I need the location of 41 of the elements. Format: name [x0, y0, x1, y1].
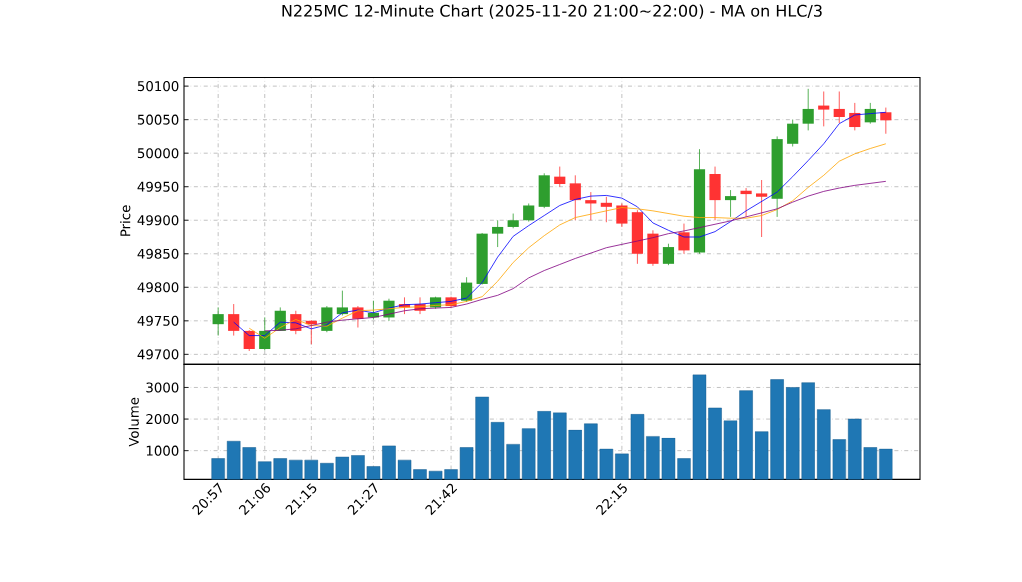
candlestick [787, 119, 799, 147]
bar [863, 447, 878, 480]
candlestick [802, 88, 814, 131]
candlestick [724, 189, 737, 218]
y-tick-label: 50100 [137, 80, 179, 91]
candlestick [756, 179, 768, 238]
bar [257, 461, 272, 480]
bar [459, 447, 474, 480]
bar [226, 440, 241, 480]
candlestick [833, 90, 845, 124]
y-tick-label: 49700 [137, 349, 179, 360]
chart-title: N225MC 12-Minute Chart (2025-11-20 21:00~22:00) - MA on HLC/3 [282, 4, 822, 19]
bar [661, 437, 676, 480]
candlestick [600, 196, 612, 223]
y-tick-label: 49800 [137, 282, 179, 293]
y-tick-label: 50000 [137, 147, 179, 159]
candlestick [212, 306, 224, 336]
candlestick [523, 202, 535, 222]
y-tick-label: 49850 [137, 248, 179, 259]
candlestick [492, 219, 504, 248]
candlestick [569, 174, 581, 221]
y-tick-label: 49950 [137, 181, 179, 192]
y-tick-label: 49750 [137, 315, 179, 326]
candlestick [662, 243, 675, 266]
y-tick-label: 3000 [146, 382, 179, 393]
y-axis-title: Volume [128, 397, 139, 447]
candlestick [678, 222, 690, 254]
candlestick [818, 90, 830, 127]
y-tick-label: 1000 [146, 445, 179, 456]
candlestick [740, 187, 752, 218]
bar [242, 447, 257, 480]
y-tick-label: 50050 [137, 114, 179, 125]
candlestick [554, 165, 566, 187]
candlestick [880, 106, 892, 134]
candlestick [228, 303, 240, 336]
y-axis-title: Price [120, 205, 131, 236]
bar [273, 458, 288, 480]
bar [739, 390, 753, 480]
y-tick-label: 49900 [137, 214, 179, 226]
candlestick [616, 202, 628, 228]
y-tick-label: 2000 [146, 413, 179, 424]
